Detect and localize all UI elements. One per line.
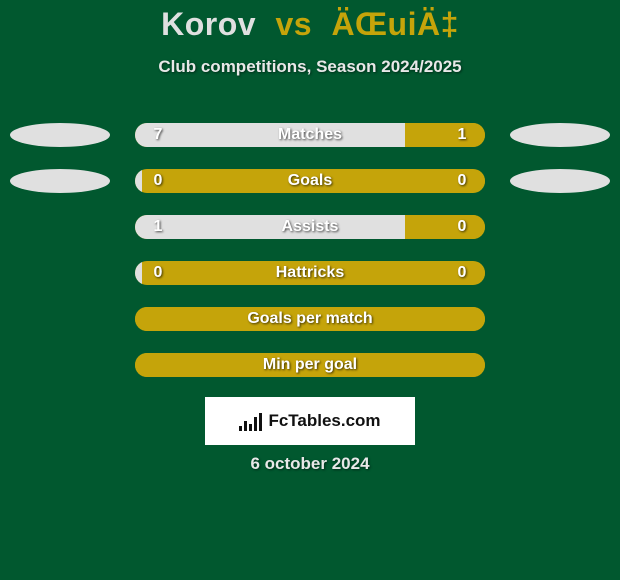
- logo-bars-icon: [239, 411, 262, 431]
- stat-value-left: 7: [143, 123, 173, 147]
- stat-label: Hattricks: [135, 261, 485, 285]
- logo-text: FcTables.com: [268, 411, 380, 431]
- page-title: Korov vs ÄŒuiÄ‡: [0, 0, 620, 43]
- player1-ellipse-icon: [10, 169, 110, 193]
- stat-row: Min per goal: [0, 353, 620, 377]
- stat-label: Assists: [135, 215, 485, 239]
- stats-rows: Matches71Goals00Assists10Hattricks00Goal…: [0, 123, 620, 377]
- stat-row: Goals per match: [0, 307, 620, 331]
- stat-label: Matches: [135, 123, 485, 147]
- stat-value-left: 1: [143, 215, 173, 239]
- vs-label: vs: [275, 6, 312, 42]
- player2-name: ÄŒuiÄ‡: [331, 6, 458, 42]
- player1-ellipse-icon: [10, 123, 110, 147]
- logo-bar: [239, 426, 242, 431]
- logo-bar: [249, 424, 252, 431]
- stat-label: Goals: [135, 169, 485, 193]
- date-label: 6 october 2024: [0, 454, 620, 474]
- logo-bar: [254, 417, 257, 431]
- player2-ellipse-icon: [510, 123, 610, 147]
- stat-value-left: 0: [143, 169, 173, 193]
- stat-row: Matches7 1: [0, 123, 620, 147]
- stat-row: Hattricks0 0: [0, 261, 620, 285]
- comparison-canvas: Korov vs ÄŒuiÄ‡ Club competitions, Seaso…: [0, 0, 620, 580]
- player2-ellipse-icon: [510, 169, 610, 193]
- stat-label: Min per goal: [135, 353, 485, 377]
- subtitle: Club competitions, Season 2024/2025: [0, 57, 620, 77]
- stat-row: Goals0 0: [0, 169, 620, 193]
- stat-row: Assists1 0: [0, 215, 620, 239]
- stat-value-left: 0: [143, 261, 173, 285]
- logo-bar: [259, 413, 262, 431]
- stat-value-right: 0: [447, 169, 477, 193]
- stat-label: Goals per match: [135, 307, 485, 331]
- fctables-logo: FcTables.com: [205, 397, 415, 445]
- stat-value-right: 0: [447, 261, 477, 285]
- stat-value-right: 0: [447, 215, 477, 239]
- stat-value-right: 1: [447, 123, 477, 147]
- logo-bar: [244, 421, 247, 431]
- logo-inner: FcTables.com: [239, 411, 380, 431]
- player1-name: Korov: [161, 6, 256, 42]
